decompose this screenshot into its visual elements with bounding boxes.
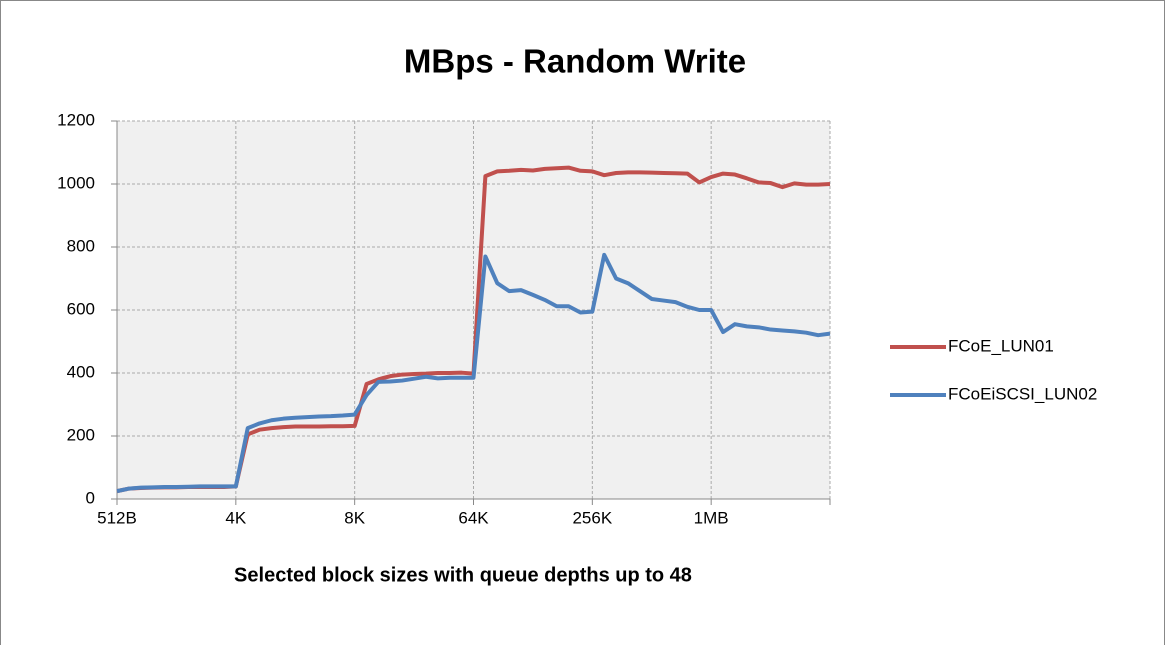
x-tick-label: 512B	[97, 508, 137, 527]
legend-label: FCoEiSCSI_LUN02	[948, 384, 1097, 403]
x-axis-title: Selected block sizes with queue depths u…	[234, 564, 692, 586]
chart-title: MBps - Random Write	[404, 43, 746, 80]
y-tick-label: 1000	[57, 173, 95, 192]
x-tick-label: 8K	[344, 508, 365, 527]
y-tick-label: 600	[67, 299, 95, 318]
y-tick-label: 1200	[57, 110, 95, 129]
x-tick-label: 1MB	[694, 508, 729, 527]
y-tick-label: 400	[67, 362, 95, 381]
x-tick-label: 64K	[458, 508, 489, 527]
x-tick-label: 256K	[572, 508, 612, 527]
y-tick-label: 200	[67, 425, 95, 444]
legend-label: FCoE_LUN01	[948, 336, 1054, 355]
y-tick-label: 0	[86, 488, 95, 507]
x-tick-label: 4K	[225, 508, 246, 527]
series-line	[116, 252, 831, 494]
y-tick-label: 800	[67, 236, 95, 255]
